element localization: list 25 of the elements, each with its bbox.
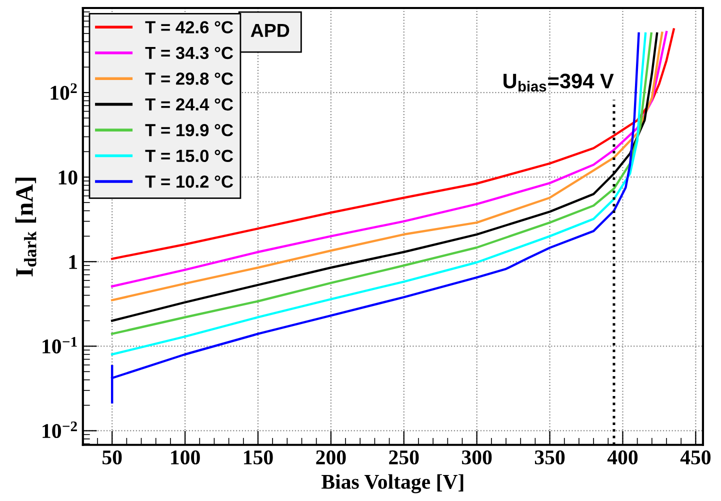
x-tick-label: 350 <box>534 450 565 464</box>
legend-label: T = 19.9 °C <box>145 124 234 136</box>
x-tick-label: 150 <box>244 450 273 464</box>
x-tick-label: 450 <box>680 450 711 464</box>
y-tick-label: 10$^{2}$ <box>50 83 77 100</box>
x-tick-label: 400 <box>607 450 638 464</box>
legend-label: T = 24.4 °C <box>145 98 234 111</box>
x-tick-label: 50 <box>102 450 122 464</box>
legend-label: T = 29.8 °C <box>145 72 234 85</box>
y-tick-label: 10$^{−2}$ <box>42 422 77 438</box>
x-axis-title: Bias Voltage [V] <box>322 474 464 494</box>
legend-label: T = 10.2 °C <box>145 175 234 188</box>
x-tick-label: 200 <box>316 450 346 464</box>
y-tick-label: 10 <box>58 170 78 185</box>
x-tick-label: 300 <box>462 450 492 464</box>
ref-line-label: U$_{bias}$=394 V <box>504 74 614 92</box>
x-tick-label: 250 <box>389 450 419 464</box>
text: APD <box>250 24 290 37</box>
x-tick-label: 100 <box>171 450 200 464</box>
legend-label: T = 34.3 °C <box>145 46 234 60</box>
y-tick-label: 10$^{−1}$ <box>42 336 77 354</box>
y-axis-title: I$_{dark}$ [nA] <box>15 178 36 276</box>
legend-label: T = 15.0 °C <box>145 150 234 162</box>
legend-label: T = 42.6 °C <box>145 21 234 34</box>
y-tick-label: 1 <box>69 255 77 269</box>
